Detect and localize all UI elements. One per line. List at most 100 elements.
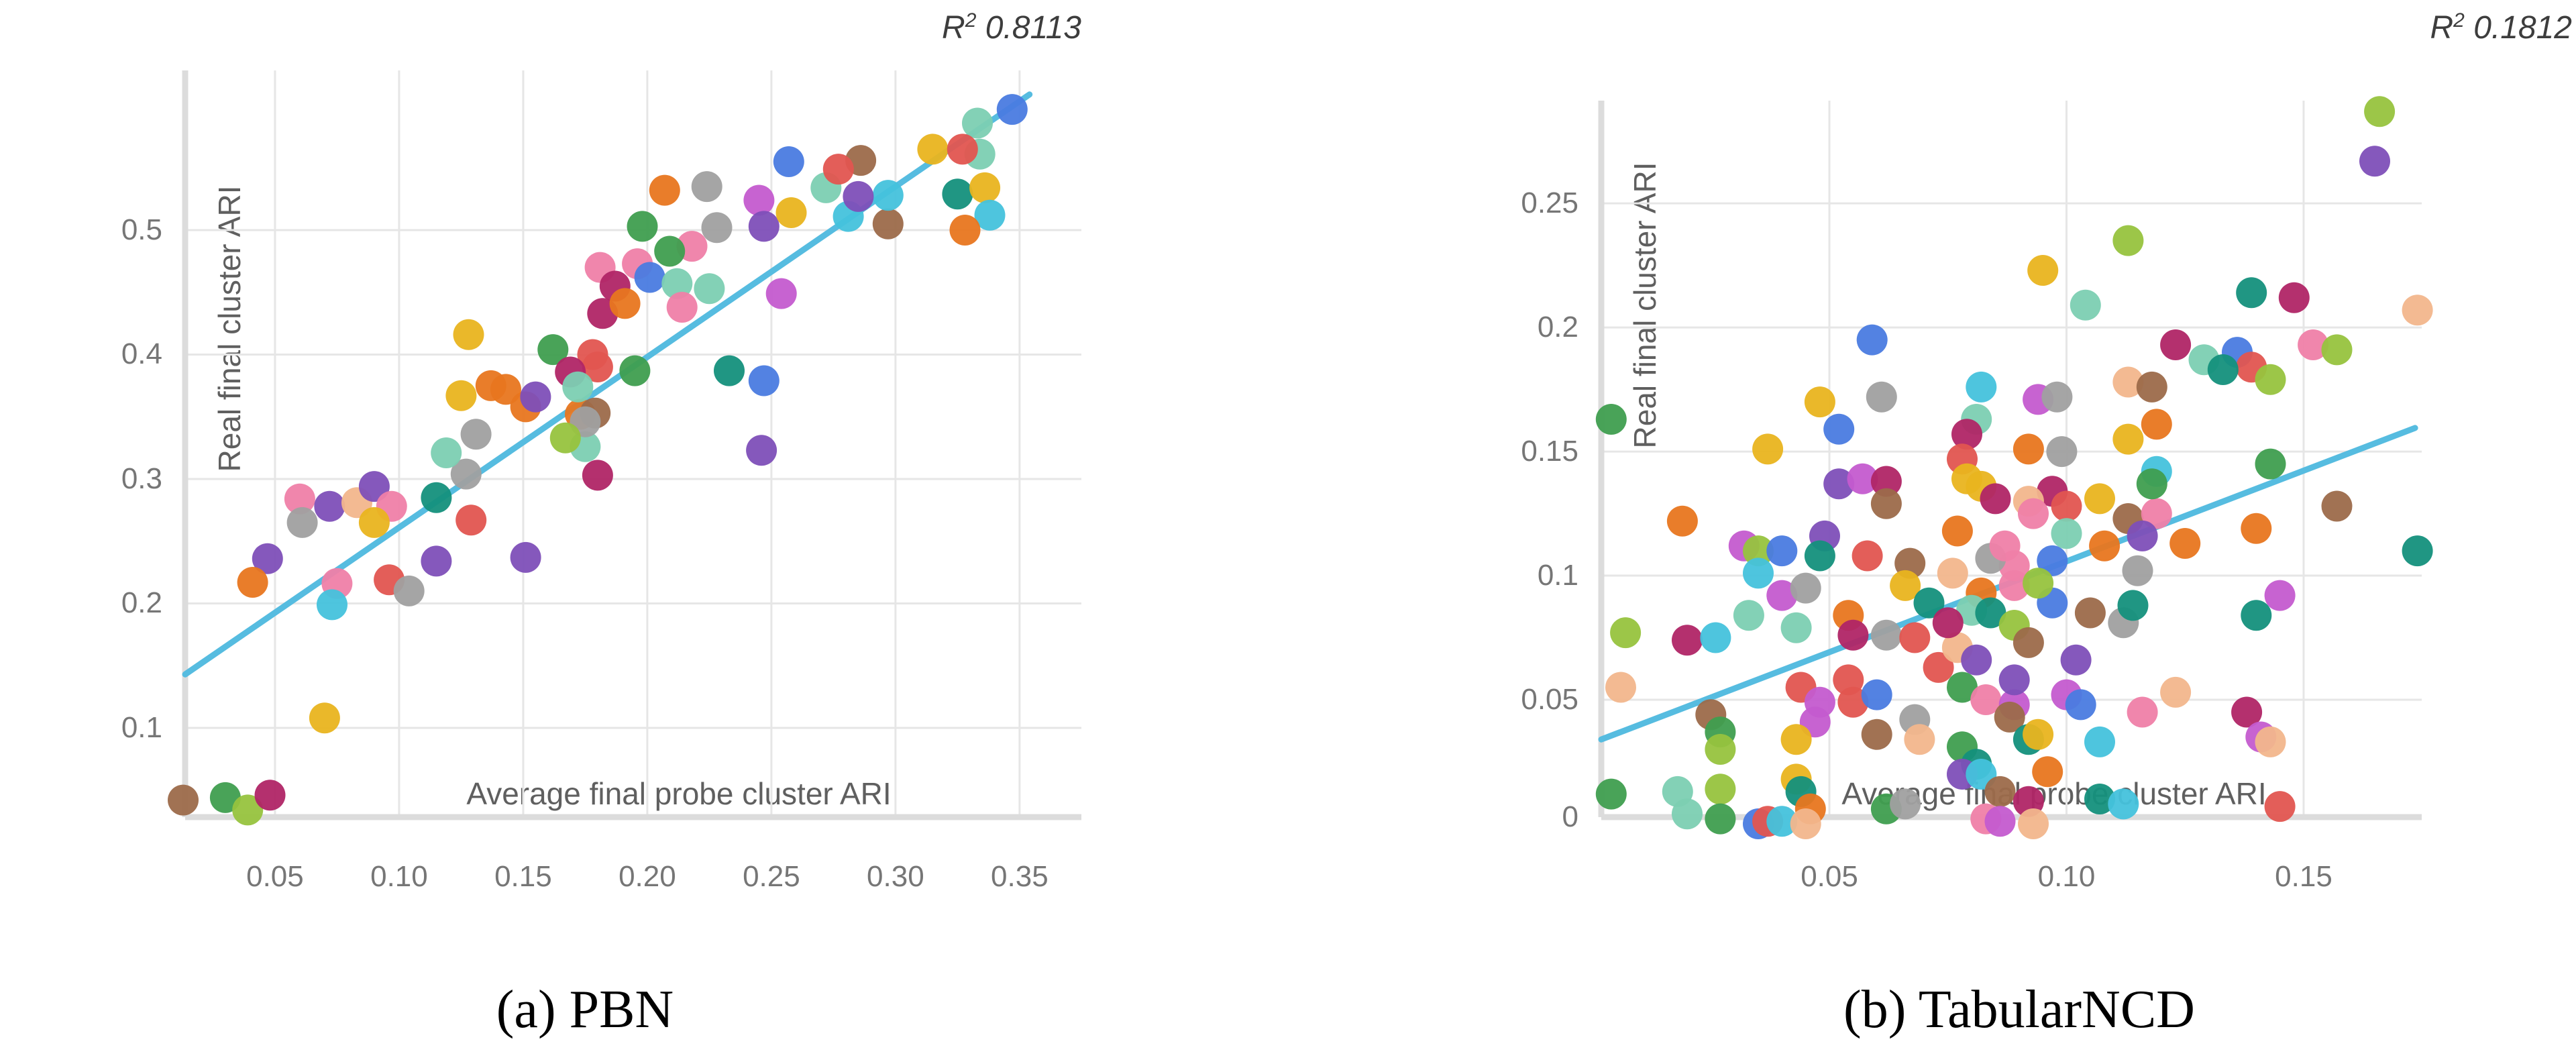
scatter-point bbox=[2122, 555, 2153, 586]
scatter-point bbox=[2160, 676, 2192, 708]
scatter-point bbox=[358, 471, 390, 502]
scatter-point bbox=[455, 504, 487, 536]
x-tick-label: 0.25 bbox=[743, 860, 800, 893]
scatter-point bbox=[1780, 724, 1812, 755]
scatter-point bbox=[1595, 404, 1627, 435]
scatter-point bbox=[947, 134, 978, 165]
scatter-point bbox=[1861, 679, 1892, 710]
scatter-point bbox=[2255, 726, 2286, 757]
scatter-point bbox=[872, 180, 904, 211]
scatter-point bbox=[1998, 570, 2030, 601]
scatter-point bbox=[2402, 535, 2433, 567]
scatter-point bbox=[2359, 146, 2390, 177]
scatter-point bbox=[1847, 463, 1878, 494]
scatter-point bbox=[1780, 612, 1812, 643]
scatter-point bbox=[962, 107, 993, 139]
scatter-point bbox=[2364, 96, 2396, 127]
scatter-point bbox=[168, 784, 199, 816]
scatter-point bbox=[1610, 617, 1642, 649]
scatter-point bbox=[2278, 282, 2310, 313]
scatter-point bbox=[2074, 597, 2106, 629]
scatter-point bbox=[2112, 423, 2144, 455]
scatter-point bbox=[1984, 776, 2016, 807]
x-tick-label: 0.20 bbox=[619, 860, 676, 893]
scatter-point bbox=[2023, 568, 2054, 599]
scatter-point bbox=[2236, 277, 2267, 309]
scatter-point bbox=[843, 180, 874, 212]
y-tick-label: 0.15 bbox=[1521, 435, 1578, 468]
scatter-point bbox=[2127, 696, 2158, 728]
r2-label-tabularncd: R2 0.1812 bbox=[2430, 9, 2572, 46]
scatter-point bbox=[619, 355, 651, 386]
scatter-point bbox=[2255, 448, 2286, 480]
scatter-point bbox=[1998, 664, 2030, 696]
scatter-point bbox=[2012, 433, 2044, 465]
scatter-point bbox=[1966, 371, 1997, 403]
scatter-point bbox=[2321, 334, 2353, 366]
scatter-point bbox=[1733, 600, 1764, 631]
scatter-point bbox=[1866, 381, 1897, 413]
y-tick-label: 0.5 bbox=[121, 213, 162, 246]
y-tick-label: 0.1 bbox=[1537, 559, 1578, 592]
scatter-point bbox=[450, 458, 482, 490]
scatter-point bbox=[254, 780, 286, 811]
scatter-point bbox=[237, 567, 268, 598]
scatter-point bbox=[714, 355, 745, 386]
y-tick-label: 0.1 bbox=[121, 710, 162, 744]
y-tick-label: 0.2 bbox=[121, 586, 162, 620]
scatter-point bbox=[317, 589, 347, 621]
scatter-point bbox=[2207, 354, 2239, 385]
trend-line bbox=[182, 91, 1033, 678]
scatter-point bbox=[2018, 498, 2049, 529]
x-tick-label: 0.15 bbox=[494, 860, 552, 893]
scatter-point bbox=[1961, 644, 1992, 676]
scatter-point bbox=[1700, 622, 1731, 653]
scatter-point bbox=[232, 794, 264, 826]
scatter-point bbox=[1899, 622, 1931, 653]
scatter-point bbox=[252, 543, 283, 574]
scatter-point bbox=[460, 419, 492, 450]
scatter-point bbox=[421, 545, 452, 577]
scatter-point bbox=[537, 334, 569, 366]
y-tick-label: 0.4 bbox=[121, 337, 162, 371]
scatter-point bbox=[1804, 386, 1835, 418]
scatter-point bbox=[393, 575, 425, 606]
scatter-point bbox=[969, 172, 1001, 203]
scatter-point bbox=[490, 374, 521, 405]
scatter-point bbox=[2108, 788, 2139, 820]
scatter-point bbox=[872, 208, 904, 240]
scatter-point bbox=[549, 422, 581, 454]
scatter-point bbox=[917, 134, 949, 165]
scatter-point bbox=[974, 199, 1006, 231]
scatter-point bbox=[1766, 535, 1798, 567]
scatter-point bbox=[2018, 808, 2049, 839]
scatter-point bbox=[1951, 419, 1982, 450]
scatter-point bbox=[1980, 483, 2011, 515]
y-tick-label: 0.05 bbox=[1521, 683, 1578, 716]
scatter-point bbox=[2051, 490, 2082, 522]
scatter-point bbox=[1790, 808, 1821, 839]
scatter-point bbox=[309, 702, 340, 734]
scatter-point bbox=[286, 507, 318, 538]
scatter-point bbox=[2084, 726, 2115, 757]
scatter-point bbox=[773, 146, 804, 177]
scatter-point bbox=[748, 365, 780, 396]
scatter-point bbox=[2012, 627, 2044, 658]
scatter-point bbox=[2141, 498, 2172, 529]
scatter-point bbox=[691, 171, 722, 203]
scatter-point bbox=[609, 288, 641, 319]
scatter-point bbox=[431, 437, 462, 468]
scatter-point bbox=[1705, 734, 1736, 765]
x-tick-label: 0.35 bbox=[991, 860, 1049, 893]
scatter-point bbox=[562, 371, 594, 403]
scatter-point bbox=[520, 381, 551, 413]
scatter-point bbox=[2023, 719, 2054, 750]
scatter-point bbox=[654, 235, 686, 267]
scatter-point bbox=[1937, 557, 1968, 589]
scatter-point bbox=[1932, 607, 1964, 639]
scatter-point bbox=[2321, 490, 2353, 522]
scatter-point bbox=[1595, 778, 1627, 810]
scatter-point bbox=[1851, 540, 1883, 572]
scatter-point bbox=[1823, 468, 1855, 500]
scatter-point bbox=[1766, 806, 1798, 837]
